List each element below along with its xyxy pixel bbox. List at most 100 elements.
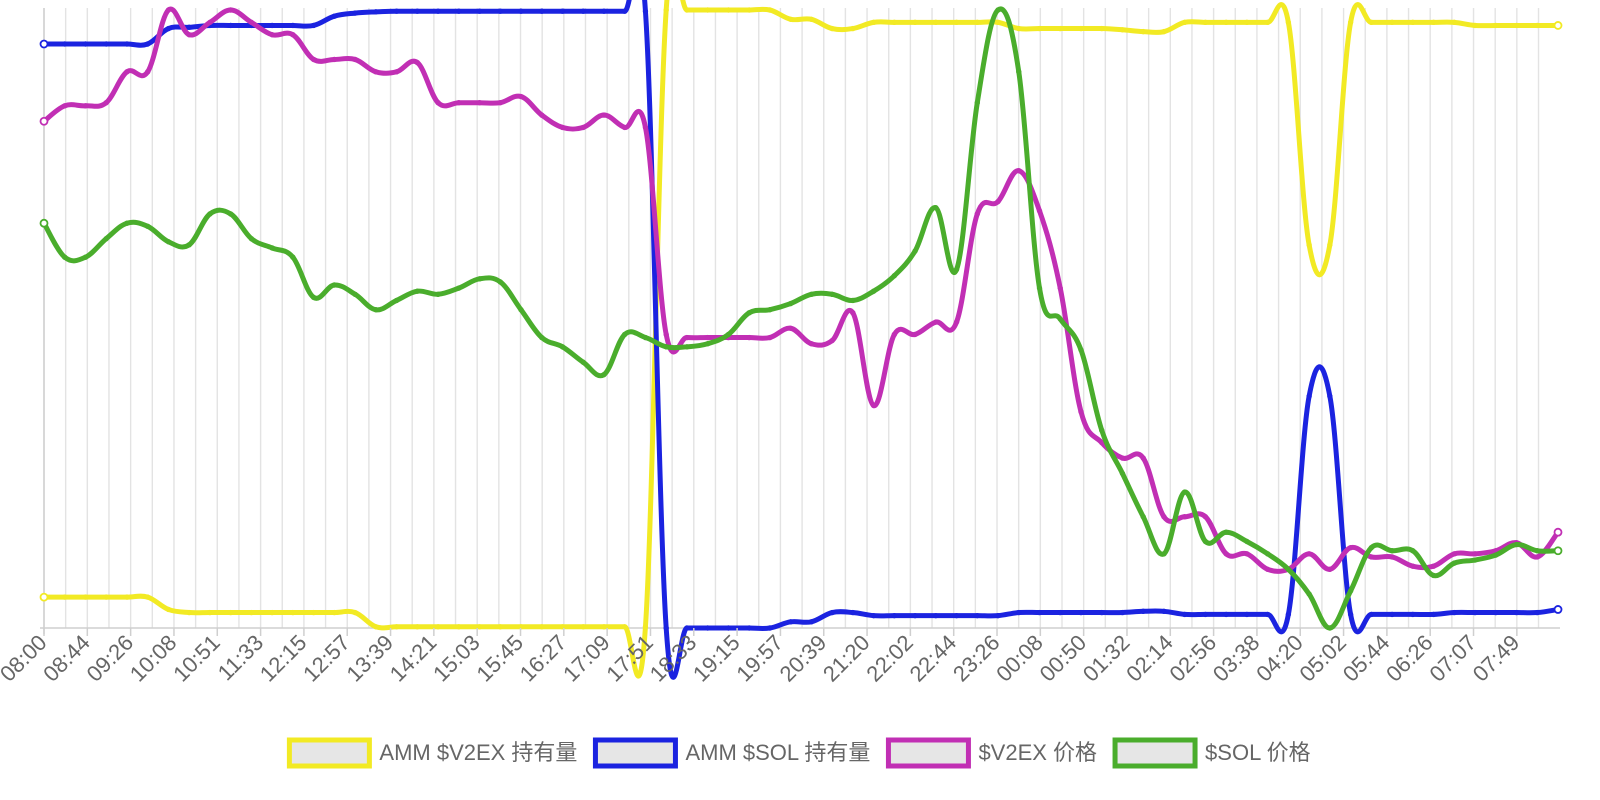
data-point[interactable] bbox=[601, 112, 607, 118]
data-point[interactable] bbox=[746, 625, 752, 631]
data-point[interactable] bbox=[39, 592, 49, 602]
data-point[interactable] bbox=[476, 624, 483, 630]
data-point[interactable] bbox=[870, 612, 877, 619]
data-point[interactable] bbox=[331, 609, 338, 616]
data-point[interactable] bbox=[165, 25, 172, 32]
data-point[interactable] bbox=[580, 8, 586, 14]
data-point[interactable] bbox=[290, 32, 296, 38]
data-point[interactable] bbox=[1140, 455, 1146, 461]
data-point[interactable] bbox=[227, 211, 234, 217]
data-point[interactable] bbox=[165, 7, 172, 13]
data-point[interactable] bbox=[1513, 541, 1520, 548]
data-point[interactable] bbox=[1347, 544, 1354, 551]
data-point[interactable] bbox=[269, 245, 275, 251]
data-point[interactable] bbox=[352, 10, 358, 16]
data-point[interactable] bbox=[642, 334, 649, 341]
data-point[interactable] bbox=[974, 100, 980, 106]
data-point[interactable] bbox=[518, 307, 524, 313]
data-point[interactable] bbox=[476, 276, 483, 282]
data-point[interactable] bbox=[186, 242, 192, 248]
data-point[interactable] bbox=[1119, 27, 1126, 33]
data-point[interactable] bbox=[1078, 409, 1084, 415]
data-point[interactable] bbox=[912, 19, 918, 26]
data-point[interactable] bbox=[787, 300, 794, 307]
data-point[interactable] bbox=[622, 8, 628, 14]
data-point[interactable] bbox=[725, 7, 732, 13]
data-point[interactable] bbox=[1202, 538, 1209, 545]
data-point[interactable] bbox=[414, 8, 421, 14]
data-point[interactable] bbox=[559, 8, 566, 14]
data-point[interactable] bbox=[974, 612, 980, 619]
data-point[interactable] bbox=[1410, 611, 1416, 618]
data-point[interactable] bbox=[808, 619, 815, 625]
data-point[interactable] bbox=[393, 624, 400, 630]
data-point[interactable] bbox=[974, 211, 980, 217]
data-point[interactable] bbox=[310, 56, 317, 63]
data-point[interactable] bbox=[456, 100, 462, 106]
data-point[interactable] bbox=[1016, 69, 1022, 75]
data-point[interactable] bbox=[1036, 208, 1043, 214]
data-point[interactable] bbox=[1057, 25, 1063, 32]
data-point[interactable] bbox=[1430, 563, 1437, 569]
data-point[interactable] bbox=[787, 325, 794, 331]
data-point[interactable] bbox=[642, 124, 649, 131]
data-point[interactable] bbox=[1036, 25, 1043, 32]
data-point[interactable] bbox=[539, 334, 545, 341]
data-point[interactable] bbox=[808, 291, 815, 297]
data-point[interactable] bbox=[1181, 611, 1188, 618]
legend-item[interactable]: $SOL 价格 bbox=[1112, 737, 1311, 769]
data-point[interactable] bbox=[207, 19, 213, 26]
data-point[interactable] bbox=[912, 331, 918, 338]
data-point[interactable] bbox=[207, 211, 213, 217]
data-point[interactable] bbox=[704, 625, 711, 631]
data-point[interactable] bbox=[1306, 591, 1312, 597]
legend-item[interactable]: AMM $V2EX 持有量 bbox=[286, 737, 577, 769]
data-point[interactable] bbox=[1016, 167, 1022, 174]
data-point[interactable] bbox=[1493, 609, 1499, 616]
data-point[interactable] bbox=[684, 344, 690, 350]
data-point[interactable] bbox=[870, 288, 877, 294]
data-point[interactable] bbox=[1140, 608, 1146, 615]
data-point[interactable] bbox=[1368, 611, 1375, 618]
data-point[interactable] bbox=[580, 624, 586, 630]
data-point[interactable] bbox=[539, 112, 545, 118]
data-point[interactable] bbox=[269, 22, 275, 29]
data-point[interactable] bbox=[1347, 19, 1354, 26]
data-point[interactable] bbox=[124, 220, 130, 226]
data-point[interactable] bbox=[559, 624, 566, 630]
data-point[interactable] bbox=[933, 19, 939, 26]
data-point[interactable] bbox=[103, 594, 109, 600]
data-point[interactable] bbox=[497, 8, 503, 14]
data-point[interactable] bbox=[829, 337, 835, 344]
data-point[interactable] bbox=[290, 254, 296, 260]
data-point[interactable] bbox=[269, 609, 275, 616]
data-point[interactable] bbox=[704, 7, 711, 13]
data-point[interactable] bbox=[352, 56, 358, 63]
data-point[interactable] bbox=[435, 624, 441, 630]
data-point[interactable] bbox=[1057, 609, 1063, 616]
data-point[interactable] bbox=[1181, 19, 1188, 26]
data-point[interactable] bbox=[559, 344, 566, 350]
data-point[interactable] bbox=[1534, 554, 1540, 560]
data-point[interactable] bbox=[1513, 22, 1520, 29]
data-point[interactable] bbox=[704, 341, 711, 347]
data-point[interactable] bbox=[1451, 551, 1458, 557]
data-point[interactable] bbox=[1368, 19, 1375, 26]
data-point[interactable] bbox=[995, 19, 1001, 26]
data-point[interactable] bbox=[850, 25, 856, 32]
data-point[interactable] bbox=[1368, 544, 1375, 551]
data-point[interactable] bbox=[995, 7, 1001, 13]
data-point[interactable] bbox=[62, 594, 68, 600]
data-point[interactable] bbox=[373, 9, 379, 15]
data-point[interactable] bbox=[497, 100, 503, 106]
data-point[interactable] bbox=[1119, 470, 1126, 477]
data-point[interactable] bbox=[1553, 546, 1563, 556]
data-point[interactable] bbox=[1534, 22, 1540, 29]
data-point[interactable] bbox=[1223, 19, 1229, 26]
data-point[interactable] bbox=[1244, 19, 1250, 26]
data-point[interactable] bbox=[1036, 285, 1043, 291]
data-point[interactable] bbox=[850, 297, 856, 304]
data-point[interactable] bbox=[808, 16, 815, 22]
data-point[interactable] bbox=[186, 609, 192, 616]
data-point[interactable] bbox=[1161, 551, 1167, 557]
